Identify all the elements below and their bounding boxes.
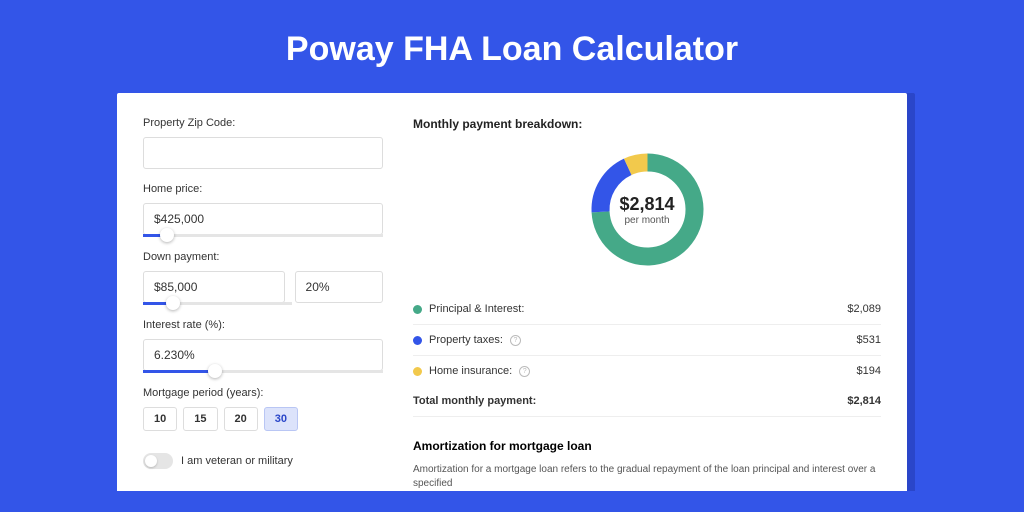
period-button-20[interactable]: 20 — [224, 407, 258, 431]
down-payment-amount-input[interactable] — [143, 271, 285, 303]
breakdown-rows: Principal & Interest: $2,089 Property taxe… — [413, 294, 881, 386]
total-value: $2,814 — [847, 395, 881, 407]
breakdown-label: Home insurance: — [429, 365, 512, 377]
breakdown-value: $531 — [857, 334, 881, 346]
legend-dot — [413, 367, 422, 376]
info-icon[interactable]: ? — [510, 335, 521, 346]
interest-label: Interest rate (%): — [143, 319, 383, 331]
breakdown-value: $194 — [857, 365, 881, 377]
zip-input[interactable] — [143, 137, 383, 169]
total-row: Total monthly payment: $2,814 — [413, 386, 881, 417]
period-label: Mortgage period (years): — [143, 387, 383, 399]
zip-label: Property Zip Code: — [143, 117, 383, 129]
page-title: Poway FHA Loan Calculator — [0, 30, 1024, 69]
breakdown-row: Property taxes:? $531 — [413, 325, 881, 356]
down-payment-slider[interactable] — [143, 302, 292, 305]
period-button-15[interactable]: 15 — [183, 407, 217, 431]
donut-sub: per month — [624, 215, 669, 226]
down-payment-percent-input[interactable] — [295, 271, 383, 303]
period-button-30[interactable]: 30 — [264, 407, 298, 431]
veteran-label: I am veteran or military — [181, 455, 293, 467]
period-button-10[interactable]: 10 — [143, 407, 177, 431]
breakdown-value: $2,089 — [847, 303, 881, 315]
home-price-slider[interactable] — [143, 234, 383, 237]
donut-amount: $2,814 — [619, 194, 674, 215]
breakdown-label: Property taxes: — [429, 334, 503, 346]
input-panel: Property Zip Code: Home price: Down paym… — [143, 117, 383, 491]
home-price-label: Home price: — [143, 183, 383, 195]
breakdown-label: Principal & Interest: — [429, 303, 524, 315]
page-header: Poway FHA Loan Calculator — [0, 0, 1024, 93]
period-group: 1015 2030 — [143, 407, 383, 431]
info-icon[interactable]: ? — [519, 366, 530, 377]
total-label: Total monthly payment: — [413, 395, 536, 407]
breakdown-panel: Monthly payment breakdown: $2,814 per mo… — [413, 117, 881, 491]
calculator-card: Property Zip Code: Home price: Down paym… — [117, 93, 907, 491]
down-payment-label: Down payment: — [143, 251, 383, 263]
legend-dot — [413, 305, 422, 314]
home-price-input[interactable] — [143, 203, 383, 235]
veteran-toggle[interactable] — [143, 453, 173, 469]
breakdown-title: Monthly payment breakdown: — [413, 117, 881, 131]
breakdown-row: Home insurance:? $194 — [413, 356, 881, 386]
amort-title: Amortization for mortgage loan — [413, 439, 881, 453]
breakdown-row: Principal & Interest: $2,089 — [413, 294, 881, 325]
interest-slider[interactable] — [143, 370, 383, 373]
donut-chart: $2,814 per month — [413, 147, 881, 272]
amort-text: Amortization for a mortgage loan refers … — [413, 463, 881, 491]
legend-dot — [413, 336, 422, 345]
interest-input[interactable] — [143, 339, 383, 371]
